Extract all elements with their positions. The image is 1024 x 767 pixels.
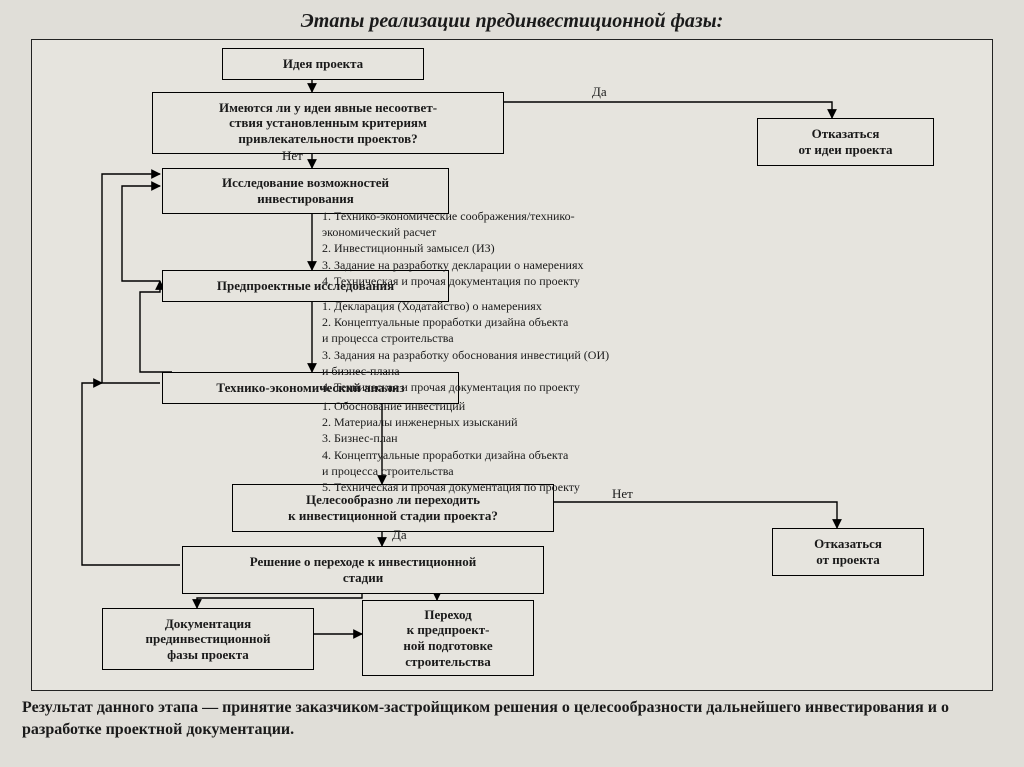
- edge-fb-preproj-research: [122, 186, 160, 281]
- footer-text: Результат данного этапа — принятие заказ…: [22, 697, 1002, 740]
- edge-fb-tea-research: [102, 174, 160, 383]
- edge-label-no2: Нет: [612, 486, 633, 502]
- edge-feasible-no: [534, 502, 837, 528]
- node-reject2: Отказаться от проекта: [772, 528, 924, 576]
- notes-n3: 1. Обоснование инвестиций 2. Материалы и…: [322, 398, 580, 495]
- node-idea: Идея проекта: [222, 48, 424, 80]
- edge-criteria-yes: [484, 102, 832, 118]
- edge-label-yes2: Да: [392, 527, 407, 543]
- notes-n1: 1. Технико-экономические соображения/тех…: [322, 208, 583, 289]
- node-reject1: Отказаться от идеи проекта: [757, 118, 934, 166]
- node-decision: Решение о переходе к инвестиционной стад…: [182, 546, 544, 594]
- notes-n2: 1. Декларация (Ходатайство) о намерениях…: [322, 298, 609, 395]
- flowchart-canvas: Идея проекта Имеются ли у идеи явные несо…: [31, 39, 993, 691]
- node-docs: Документация прединвестиционной фазы про…: [102, 608, 314, 670]
- edge-label-no1: Нет: [282, 148, 303, 164]
- edge-fb-decision-tea: [82, 383, 180, 565]
- edge-label-yes1: Да: [592, 84, 607, 100]
- node-transition: Переход к предпроект- ной подготовке стр…: [362, 600, 534, 676]
- node-criteria: Имеются ли у идеи явные несоответ- ствия…: [152, 92, 504, 154]
- page-title: Этапы реализации прединвестиционной фазы…: [0, 0, 1024, 39]
